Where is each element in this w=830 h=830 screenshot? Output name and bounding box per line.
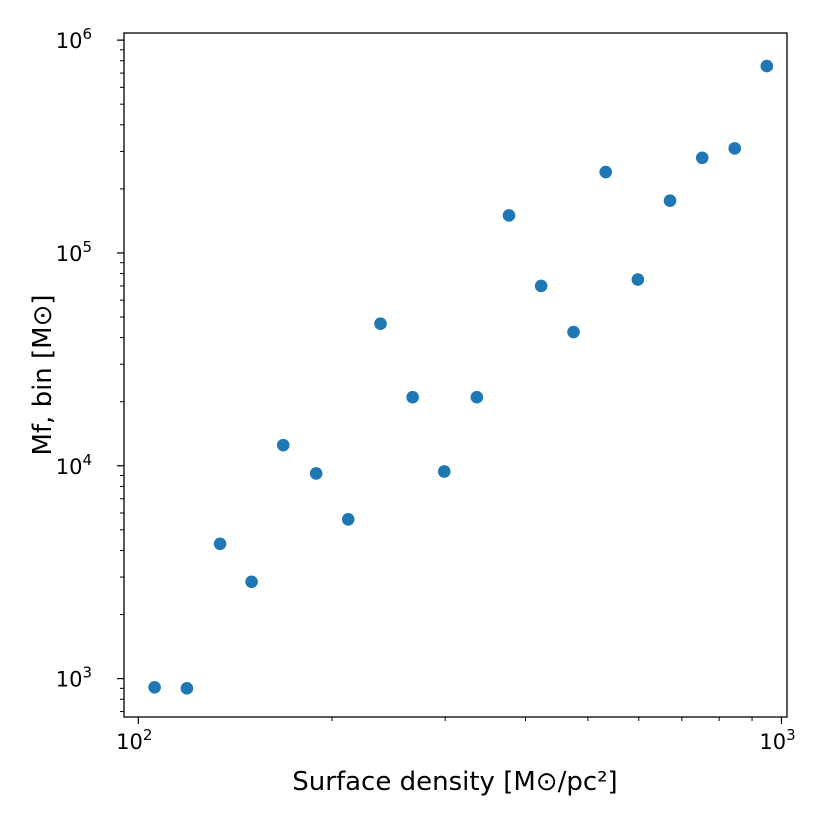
y-tick-label: 103 <box>56 664 92 692</box>
data-point <box>470 390 484 404</box>
data-point <box>213 537 227 551</box>
data-point <box>534 279 548 293</box>
data-point <box>728 142 742 155</box>
data-point <box>148 681 161 694</box>
minor-ticks <box>120 49 753 721</box>
data-point <box>502 209 516 222</box>
data-point <box>276 438 290 452</box>
data-points <box>148 59 774 695</box>
data-point <box>406 390 419 404</box>
y-axis-label: Mf, bin [M⊙] <box>28 294 58 455</box>
data-point <box>631 273 645 286</box>
data-point <box>663 194 677 207</box>
data-point <box>341 513 355 526</box>
data-point <box>374 317 387 331</box>
data-point <box>567 325 580 339</box>
data-point <box>180 682 194 695</box>
y-tick-label: 104 <box>56 451 92 479</box>
x-tick-label: 102 <box>116 726 152 754</box>
data-point <box>309 467 323 480</box>
plot-frame <box>123 32 788 718</box>
data-point <box>245 575 258 589</box>
y-tick-label: 106 <box>56 25 92 53</box>
y-tick-label: 105 <box>56 238 92 266</box>
data-point <box>760 59 774 73</box>
x-axis-label: Surface density [M⊙/pc²] <box>292 767 617 797</box>
data-point <box>695 151 709 165</box>
major-ticks <box>117 39 783 724</box>
data-point <box>599 165 613 179</box>
data-point <box>437 465 451 478</box>
x-tick-label: 103 <box>759 726 795 754</box>
